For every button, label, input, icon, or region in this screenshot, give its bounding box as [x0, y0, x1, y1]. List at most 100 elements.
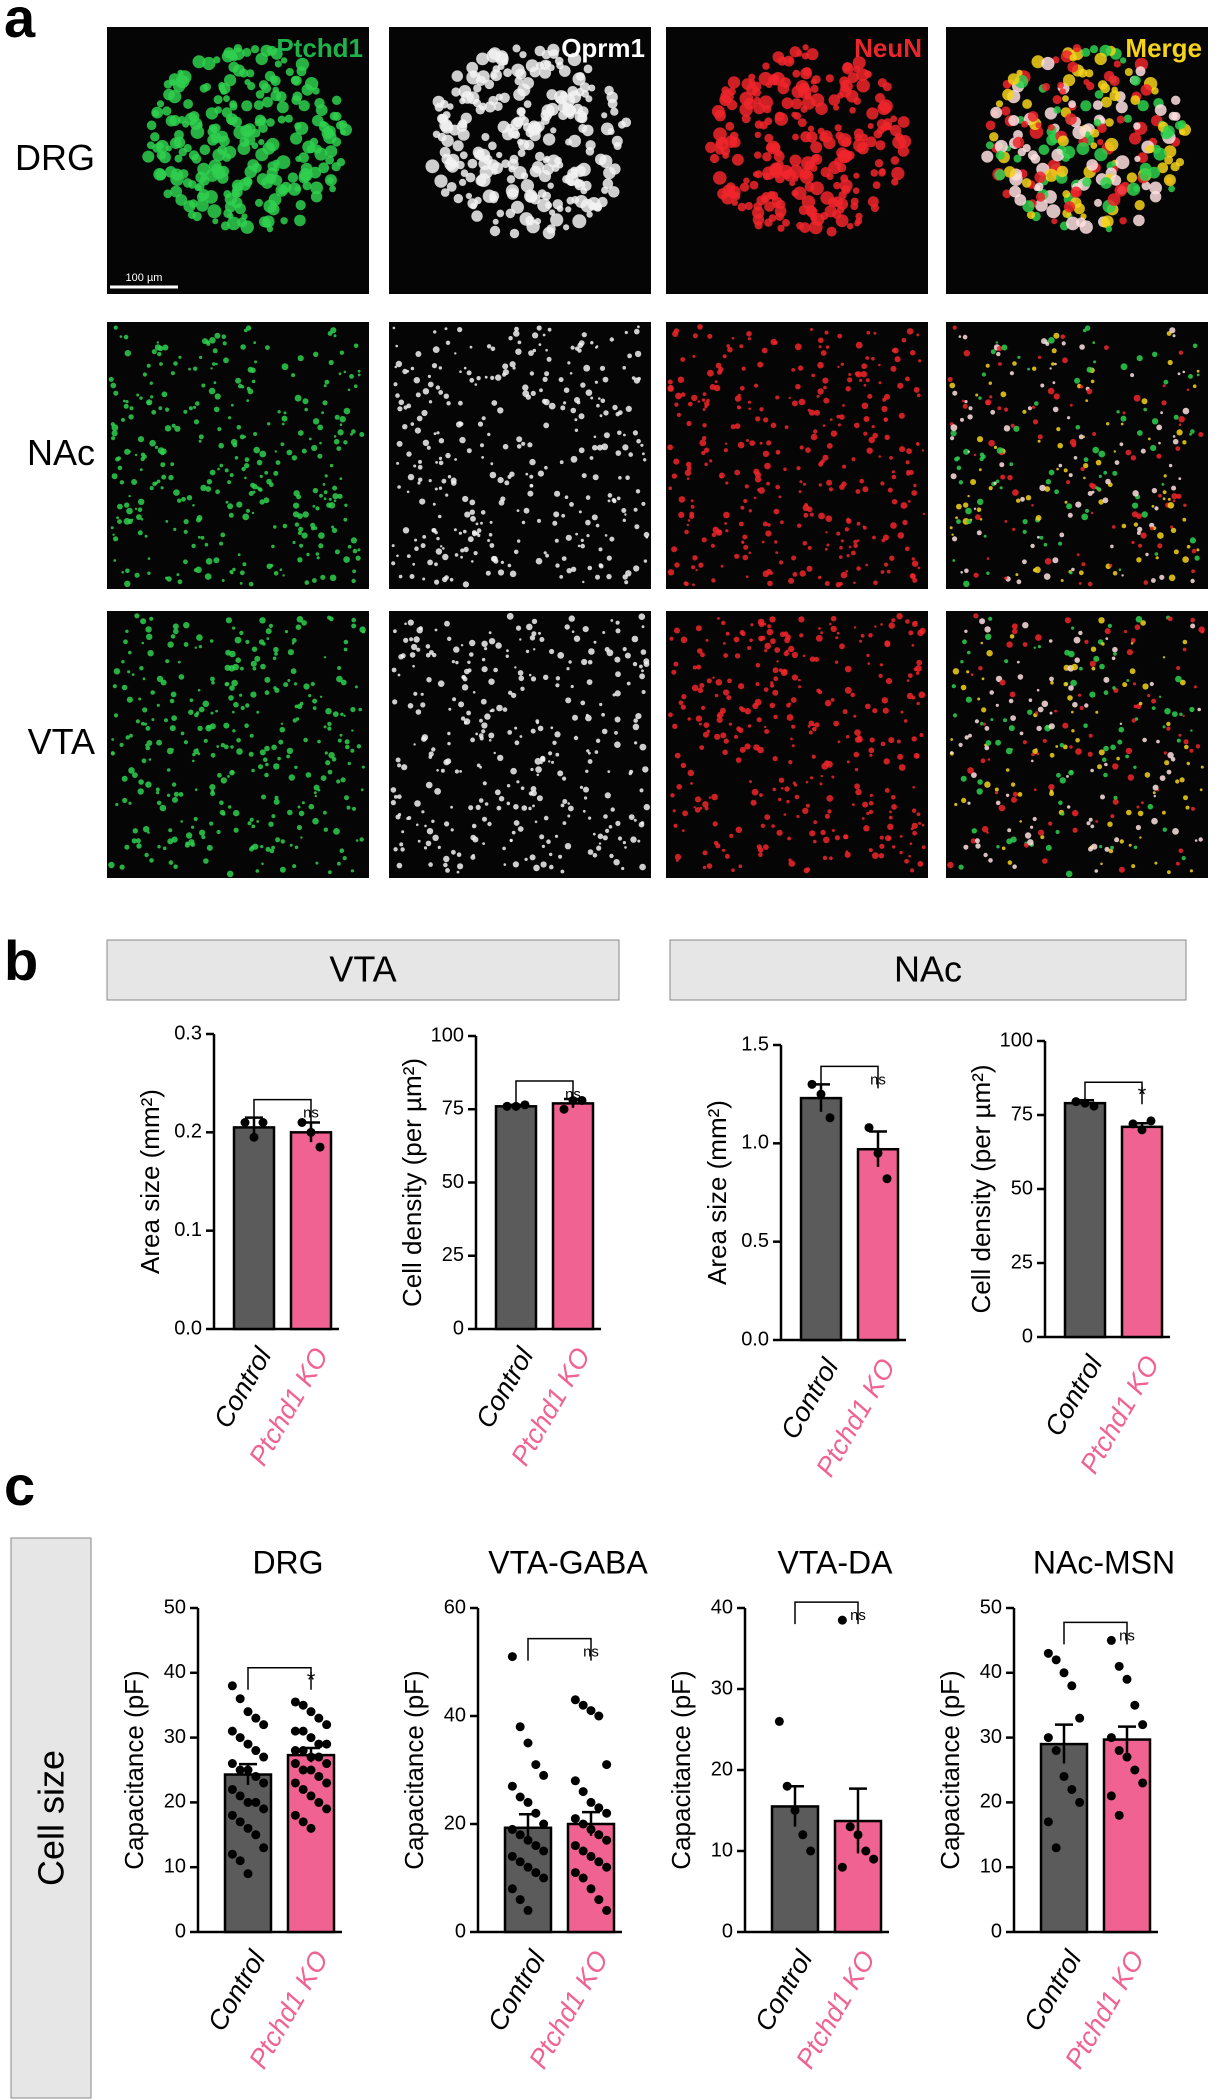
- data-point: [1138, 1778, 1148, 1788]
- cell-signal: [445, 493, 449, 497]
- cell-signal: [1151, 504, 1155, 508]
- cell-signal: [680, 392, 686, 397]
- cell-signal: [742, 554, 749, 561]
- data-point: [243, 1739, 253, 1749]
- cell-signal: [128, 650, 132, 655]
- cell-signal: [536, 325, 542, 331]
- cell-signal: [132, 772, 138, 778]
- cell-signal: [151, 106, 164, 119]
- cell-signal: [1103, 690, 1109, 696]
- cell-signal: [610, 107, 619, 116]
- cell-signal: [1148, 166, 1161, 179]
- cell-signal: [592, 832, 596, 836]
- cell-signal: [668, 712, 673, 718]
- cell-signal: [891, 804, 897, 810]
- cell-signal: [436, 536, 440, 541]
- cell-signal: [554, 490, 561, 497]
- cell-signal: [460, 716, 466, 721]
- cell-signal: [117, 503, 123, 510]
- cell-signal: [603, 432, 610, 439]
- cell-signal: [855, 217, 863, 225]
- cell-signal: [203, 83, 211, 91]
- cell-signal: [310, 681, 315, 687]
- cell-signal: [135, 838, 141, 844]
- cell-signal: [908, 854, 911, 858]
- cell-signal: [1100, 177, 1112, 189]
- cell-signal: [151, 718, 155, 722]
- cell-signal: [487, 539, 491, 542]
- cell-signal: [693, 806, 696, 809]
- cell-signal: [1133, 214, 1145, 227]
- cell-signal: [829, 622, 832, 626]
- cell-signal: [131, 838, 137, 844]
- cell-signal: [633, 377, 641, 384]
- cell-signal: [1170, 527, 1177, 534]
- cell-signal: [916, 812, 921, 817]
- cell-signal: [859, 478, 864, 484]
- cell-signal: [530, 786, 537, 792]
- cell-signal: [469, 377, 475, 383]
- cell-signal: [526, 623, 533, 631]
- cell-signal: [514, 740, 520, 746]
- data-point: [240, 1118, 250, 1127]
- cell-signal: [157, 447, 165, 454]
- cell-signal: [720, 146, 731, 156]
- cell-signal: [807, 408, 811, 412]
- cell-signal: [952, 668, 960, 675]
- cell-signal: [443, 393, 449, 399]
- cell-signal: [916, 333, 920, 337]
- data-point: [523, 1862, 533, 1872]
- cell-signal: [1094, 869, 1099, 873]
- cell-signal: [223, 357, 229, 364]
- cell-signal: [911, 644, 915, 647]
- cell-signal: [1087, 751, 1093, 757]
- cell-signal: [439, 118, 453, 132]
- cell-signal: [212, 348, 218, 354]
- cell-signal: [502, 363, 509, 370]
- cell-signal: [157, 351, 162, 357]
- cell-signal: [357, 369, 361, 373]
- cell-signal: [587, 659, 593, 665]
- cell-signal: [328, 870, 332, 875]
- cell-signal: [578, 510, 582, 514]
- cell-signal: [110, 382, 117, 389]
- data-point: [577, 1095, 587, 1105]
- cell-signal: [613, 859, 620, 866]
- cell-signal: [856, 566, 861, 571]
- cell-signal: [791, 651, 799, 659]
- cell-signal: [712, 676, 715, 679]
- data-point: [1051, 1655, 1061, 1665]
- cell-signal: [701, 450, 706, 456]
- cell-signal: [1162, 725, 1166, 729]
- cell-signal: [209, 337, 216, 344]
- cell-signal: [913, 620, 918, 625]
- data-point: [774, 1716, 784, 1726]
- cell-signal: [292, 540, 296, 545]
- cell-signal: [988, 381, 992, 385]
- cell-signal: [582, 626, 589, 633]
- cell-signal: [507, 474, 512, 479]
- cell-signal: [421, 409, 428, 417]
- cell-signal: [988, 858, 993, 863]
- cell-signal: [844, 851, 851, 858]
- cell-signal: [698, 562, 704, 568]
- y-tick-label: 50: [1011, 1177, 1033, 1199]
- cell-signal: [999, 679, 1006, 686]
- cell-signal: [271, 845, 275, 850]
- signal-layer: [425, 43, 632, 240]
- cell-signal: [213, 381, 217, 385]
- cell-signal: [1073, 456, 1078, 460]
- data-point: [602, 1808, 612, 1818]
- cell-signal: [890, 156, 900, 165]
- cell-signal: [445, 452, 451, 459]
- cell-signal: [863, 431, 868, 436]
- data-point: [861, 1846, 871, 1856]
- cell-signal: [687, 769, 695, 777]
- cell-signal: [1157, 543, 1163, 549]
- cell-signal: [209, 639, 214, 643]
- cell-signal: [803, 512, 809, 518]
- cell-signal: [582, 809, 586, 813]
- cell-signal: [486, 344, 492, 349]
- cell-signal: [547, 182, 554, 189]
- cell-signal: [751, 788, 759, 796]
